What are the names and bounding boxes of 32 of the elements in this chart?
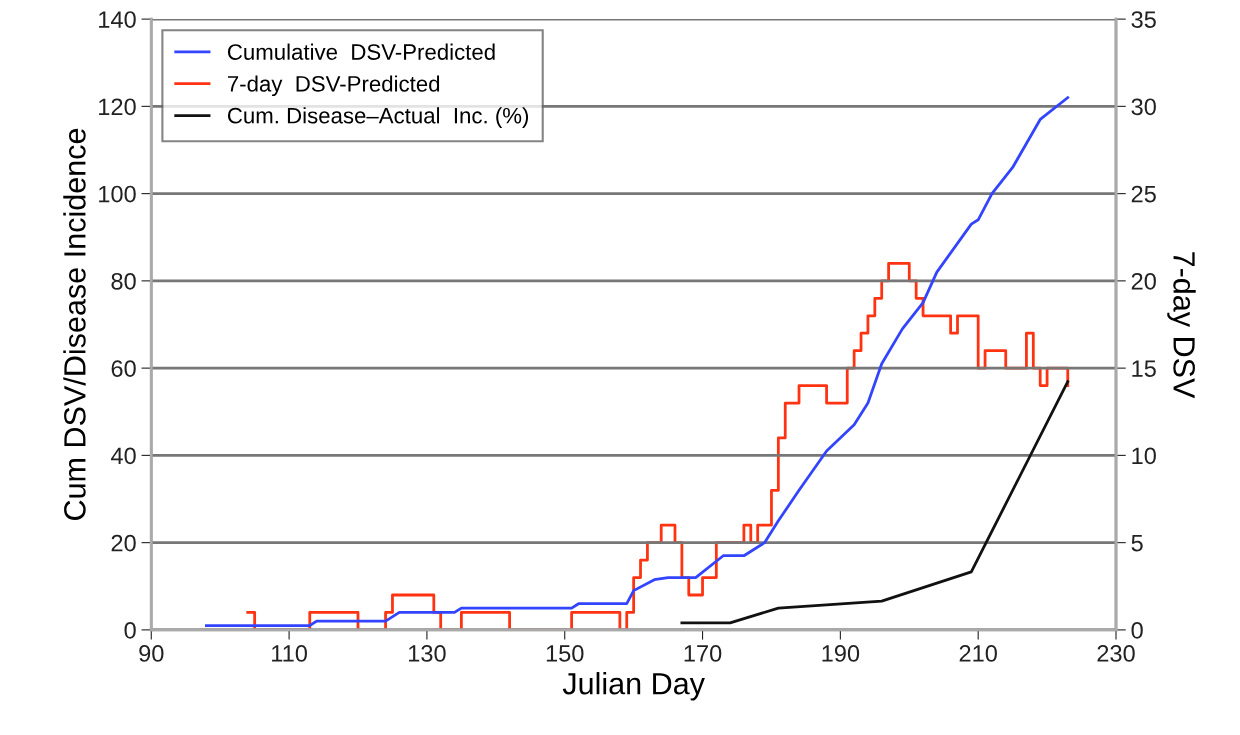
y-tick-label: 20 <box>111 534 136 552</box>
y2-tick-label: 0 <box>1131 621 1143 639</box>
x-tick-label: 190 <box>822 645 860 662</box>
y2-tick-label: 20 <box>1131 272 1156 290</box>
x-tick-label: 130 <box>409 645 446 662</box>
y-tick-label: 100 <box>99 185 136 203</box>
x-tick-label: 150 <box>546 645 584 662</box>
y2-tick-label: 35 <box>1131 11 1156 28</box>
x-tick-label: 90 <box>139 645 164 662</box>
y-tick-label: 60 <box>111 360 136 377</box>
line-series <box>205 96 1070 627</box>
y-tick-label: 120 <box>99 98 136 116</box>
y2-tick-label: 5 <box>1131 534 1143 552</box>
y-axis-title: Cum DSV/Disease Incidence <box>63 128 86 520</box>
y2-axis-title: 7-day DSV <box>1167 252 1196 399</box>
x-tick-label: 110 <box>272 645 307 662</box>
y2-tick-label: 30 <box>1131 98 1156 116</box>
y-tick-label: 0 <box>124 621 136 639</box>
x-tick-label: 170 <box>684 645 722 662</box>
legend-label: Cumulative DSV-Predicted <box>227 43 495 60</box>
x-axis-title: Julian Day <box>562 672 705 701</box>
y2-tick-label: 25 <box>1131 185 1156 203</box>
x-tick-label: 230 <box>1097 645 1135 662</box>
y2-tick-label: 10 <box>1132 447 1156 465</box>
y-tick-label: 40 <box>110 447 136 465</box>
y2-tick-label: 15 <box>1132 360 1156 377</box>
legend-label: 7-day DSV-Predicted <box>227 75 440 97</box>
x-tick-label: 210 <box>959 645 997 662</box>
line-series <box>680 380 1070 625</box>
y-tick-label: 80 <box>111 272 136 290</box>
legend-label: Cum. Disease–Actual Inc. (%) <box>227 107 529 128</box>
y-tick-label: 140 <box>99 11 136 28</box>
